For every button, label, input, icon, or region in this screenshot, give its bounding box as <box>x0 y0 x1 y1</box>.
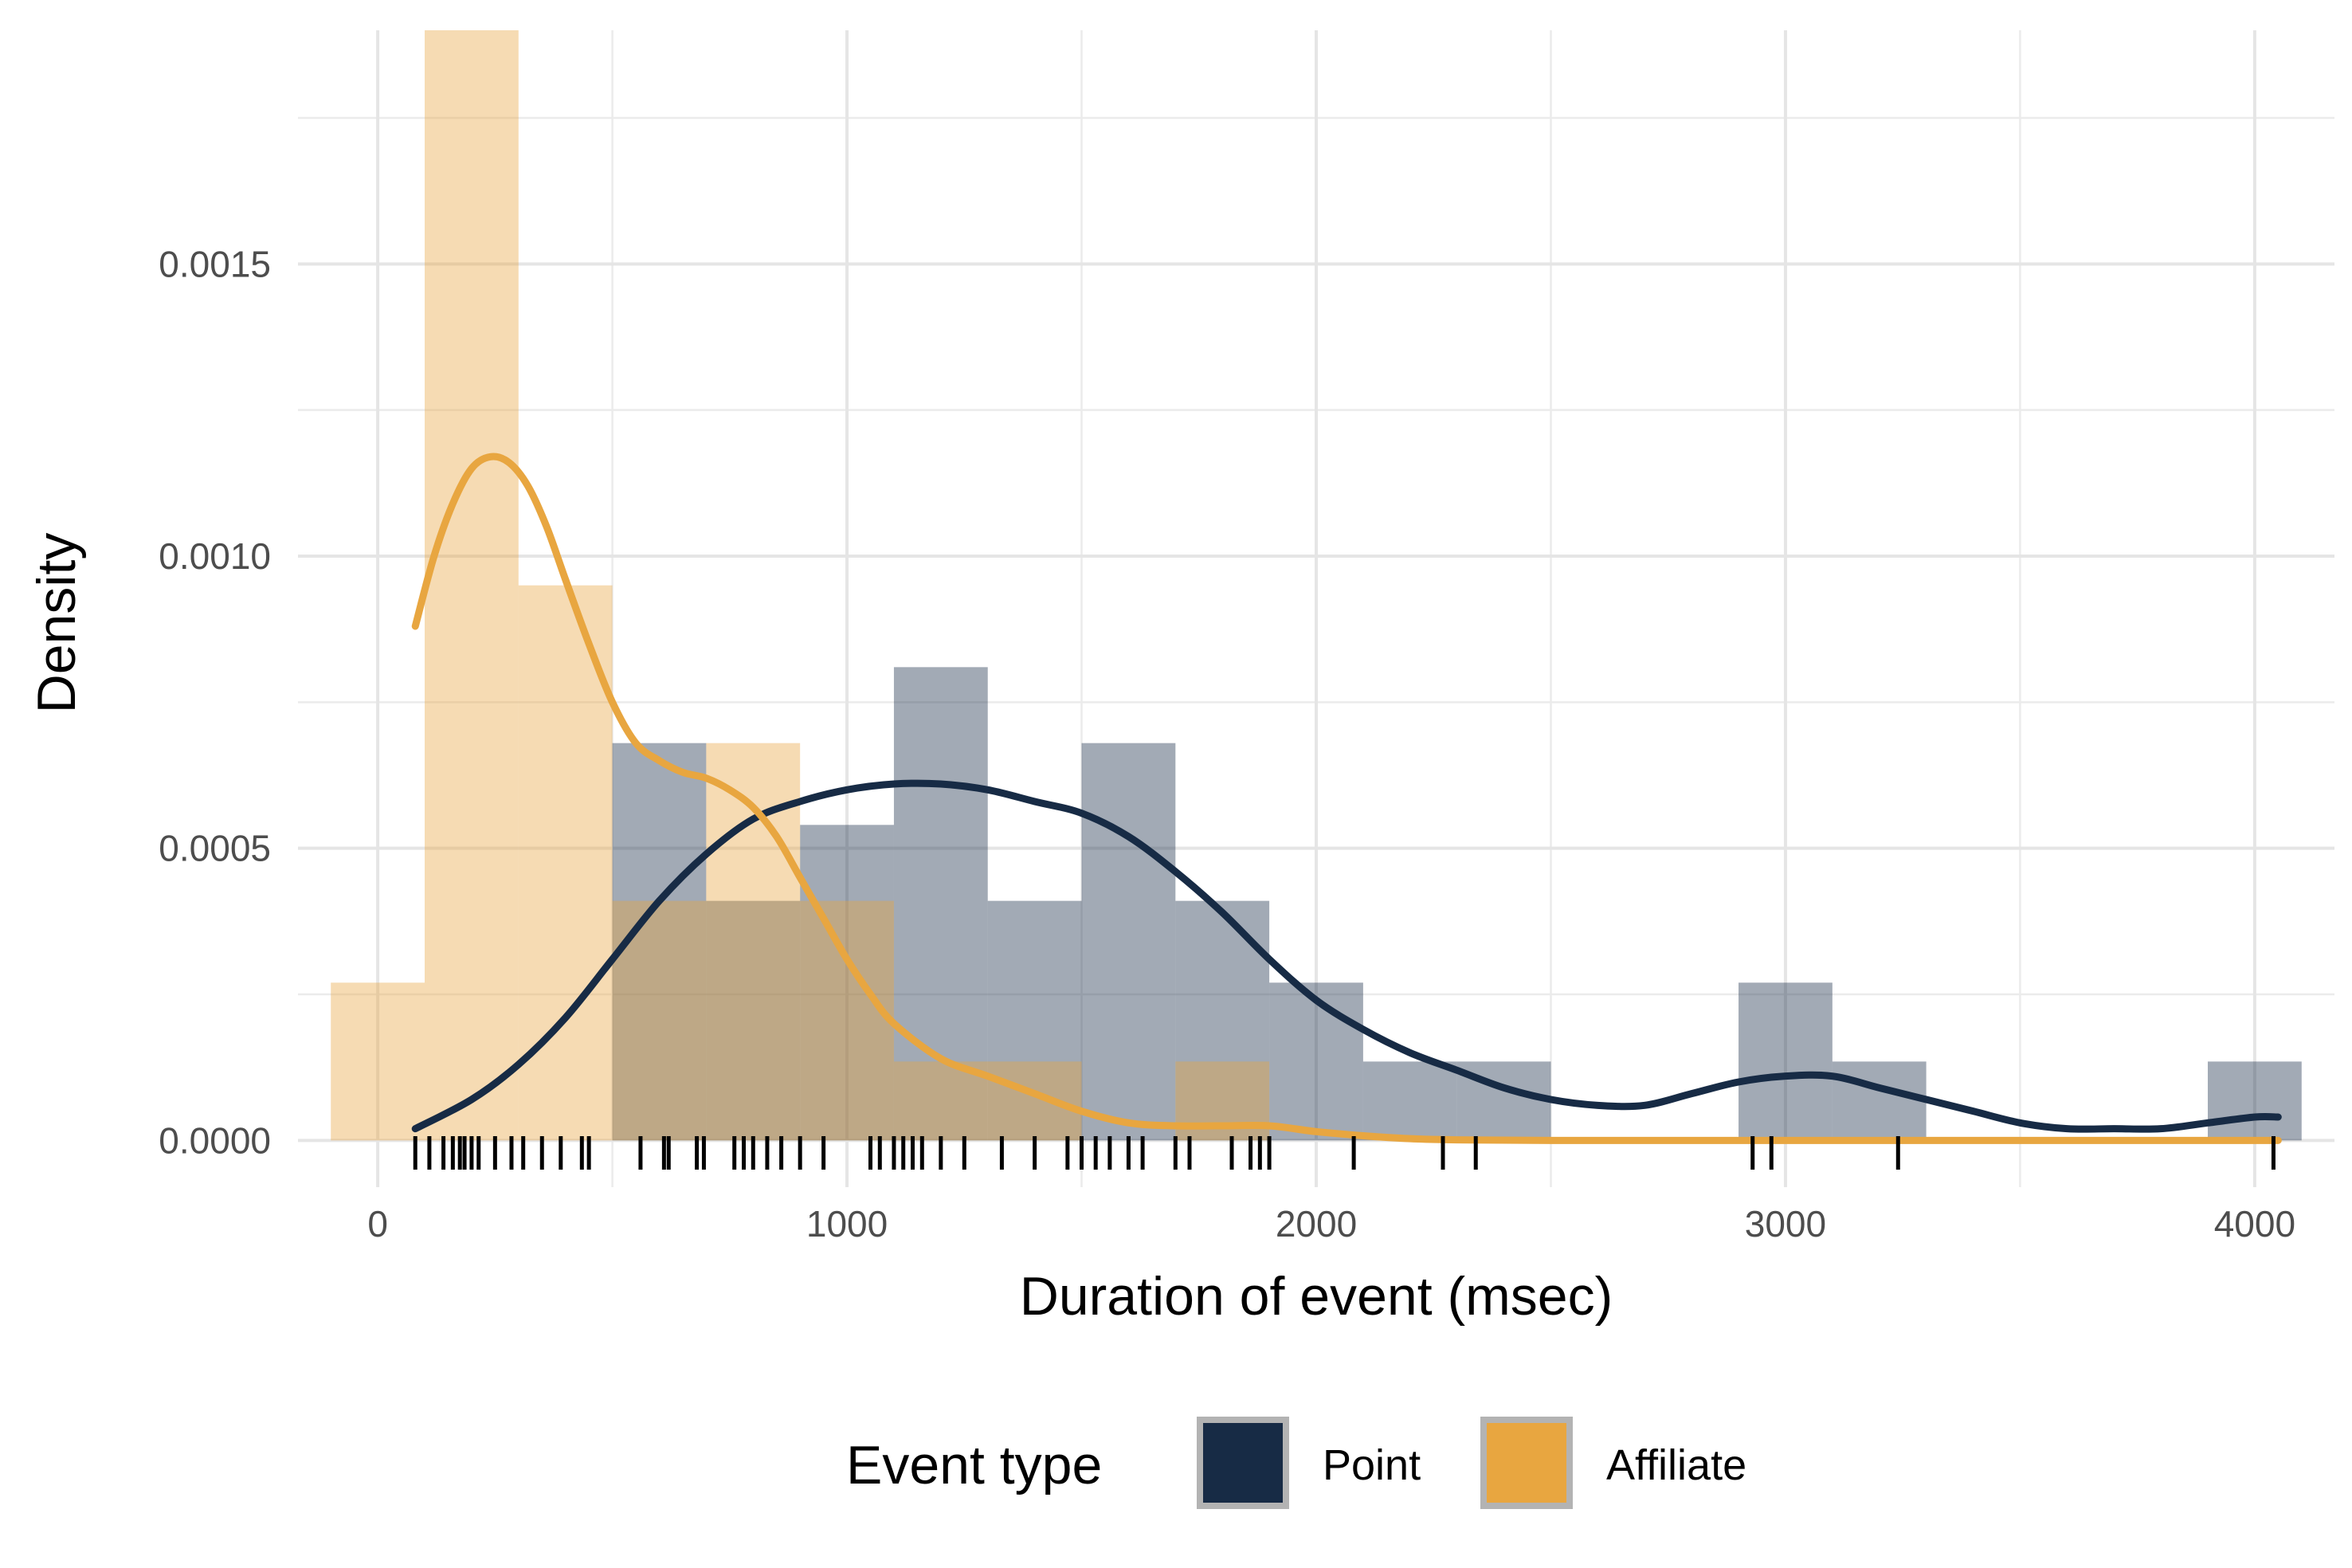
histogram-bar-point <box>1832 1061 1927 1141</box>
y-tick-label: 0.0015 <box>159 243 271 284</box>
histogram-bar-point <box>800 825 894 1141</box>
histogram-bar-affiliate <box>800 900 894 1141</box>
density-curves <box>411 453 2282 1144</box>
histogram-bar-point <box>1362 1061 1457 1141</box>
histogram-bar-point <box>987 900 1082 1141</box>
rug-marks <box>413 1136 2276 1170</box>
y-axis-title: Density <box>26 533 87 714</box>
legend: Event type Point Affiliate <box>846 1417 1746 1509</box>
legend-swatch-affiliate <box>1480 1417 1573 1509</box>
legend-label-affiliate: Affiliate <box>1606 1441 1746 1489</box>
histogram-bar-point <box>706 900 801 1141</box>
histogram-bar-point <box>2207 1061 2302 1141</box>
density-curve-affiliate <box>411 453 2282 1144</box>
legend-swatch-point <box>1197 1417 1289 1509</box>
histogram-bar-affiliate <box>987 1061 1082 1141</box>
y-axis-ticks: 0.0000 0.0005 0.0010 0.0015 <box>159 243 271 1161</box>
x-axis-ticks: 0 1000 2000 3000 4000 <box>367 1203 2295 1245</box>
histogram-bar-point <box>1081 743 1176 1141</box>
x-tick-label: 3000 <box>1745 1203 1826 1245</box>
y-tick-label: 0.0005 <box>159 828 271 869</box>
y-tick-label: 0.0000 <box>159 1119 271 1161</box>
histogram-bar-point <box>1269 982 1363 1141</box>
x-tick-label: 0 <box>367 1203 388 1245</box>
legend-title: Event type <box>846 1435 1102 1495</box>
legend-label-point: Point <box>1323 1441 1421 1489</box>
histogram-bar-point <box>1739 982 1833 1141</box>
y-tick-label: 0.0010 <box>159 535 271 577</box>
histogram-bar-affiliate <box>425 30 519 1141</box>
x-tick-label: 4000 <box>2214 1203 2295 1245</box>
density-curve-point <box>411 779 2282 1133</box>
x-axis-title: Duration of event (msec) <box>1020 1266 1613 1327</box>
x-tick-label: 2000 <box>1276 1203 1357 1245</box>
x-tick-label: 1000 <box>806 1203 888 1245</box>
histogram-bar-affiliate <box>331 982 425 1141</box>
